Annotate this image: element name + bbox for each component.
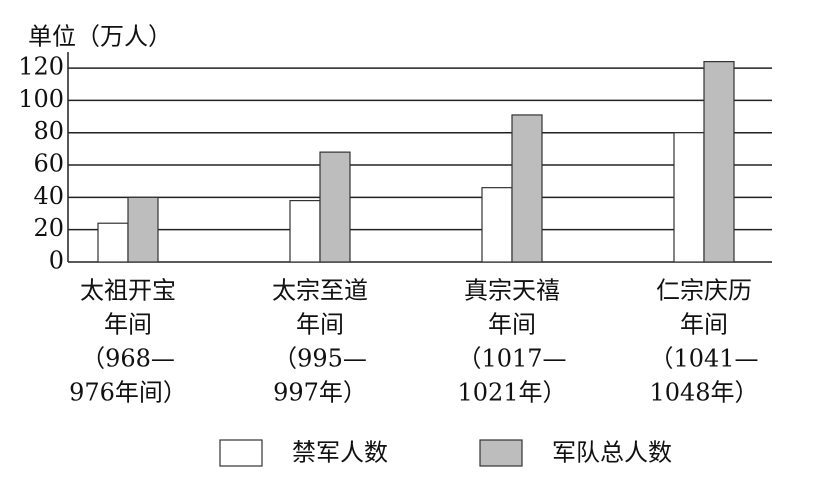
bar (511, 114, 543, 263)
x-tick-label: 年间 (104, 311, 152, 339)
legend-label: 军队总人数 (552, 439, 672, 467)
y-axis-label: 单位（万人） (28, 23, 172, 51)
bar (319, 151, 351, 263)
y-tick-label: 100 (18, 85, 64, 113)
bar (703, 61, 735, 263)
y-tick-label: 60 (33, 150, 64, 178)
x-tick-label: 仁宗庆历 (656, 277, 752, 305)
y-tick-label: 120 (18, 53, 64, 81)
x-tick-label: （1017— (457, 345, 566, 373)
y-tick-label: 80 (33, 117, 64, 145)
x-tick-label: 1048年） (649, 379, 758, 407)
x-tick-label: 年间 (680, 311, 728, 339)
y-tick-label: 40 (33, 182, 64, 210)
x-tick-label: （995— (273, 345, 367, 373)
bar (481, 187, 513, 263)
y-tick-label: 0 (49, 247, 64, 275)
x-tick-label: （1041— (649, 345, 758, 373)
x-tick-label: 太祖开宝 (80, 277, 176, 305)
x-tick-label: 真宗天禧 (464, 277, 560, 305)
y-tick-label: 20 (33, 214, 64, 242)
x-tick-label: 976年间） (69, 379, 187, 407)
bar (97, 222, 129, 263)
x-tick-label: （968— (81, 345, 175, 373)
legend-swatch (479, 439, 523, 467)
x-tick-label: 1021年） (457, 379, 566, 407)
x-tick-label: 997年） (273, 379, 367, 407)
legend-label: 禁军人数 (292, 439, 388, 467)
legend-swatch (219, 439, 263, 467)
x-tick-label: 年间 (488, 311, 536, 339)
bar (289, 199, 321, 263)
bar (127, 196, 159, 263)
x-tick-label: 太宗至道 (272, 277, 368, 305)
x-tick-label: 年间 (296, 311, 344, 339)
bar (673, 132, 705, 263)
